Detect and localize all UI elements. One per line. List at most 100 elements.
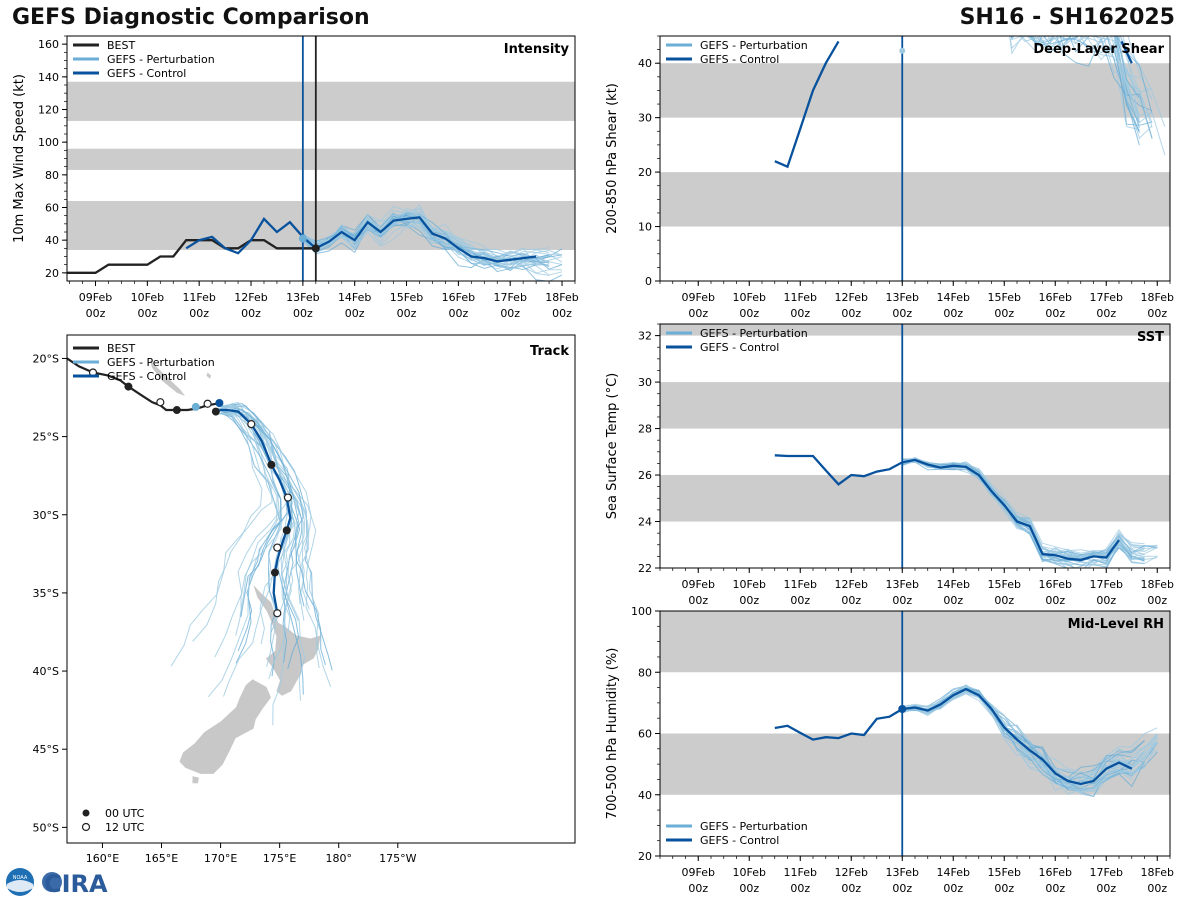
control-track-00utc-marker (270, 568, 279, 577)
intensity-xtick-sublabel: 00z (397, 307, 417, 320)
track-ytick-label: 20°S (33, 352, 59, 365)
intensity-ytick-label: 80 (45, 169, 59, 182)
track-perturbation-line (222, 406, 278, 617)
rh-category-band (660, 733, 1170, 795)
cira-logo-text: CIRA (44, 870, 108, 898)
sst-xtick-label: 17Feb (1090, 578, 1123, 591)
track-ytick-label: 40°S (33, 665, 59, 678)
shear-perturbation-line (1119, 36, 1153, 94)
intensity-legend-label: GEFS - Perturbation (107, 53, 215, 66)
rh-panel-title: Mid-Level RH (1068, 617, 1164, 632)
shear-ylabel: 200-850 hPa Shear (kt) (605, 83, 620, 234)
control-track-init-marker (215, 398, 224, 407)
intensity-control-line (185, 216, 537, 263)
shear-plot-area (660, 36, 1170, 227)
shear-xtick-label: 11Feb (784, 291, 817, 304)
sst-xtick-sublabel: 00z (688, 594, 708, 607)
track-xtick-label: 160°E (86, 852, 119, 865)
rh-xtick-sublabel: 00z (790, 882, 810, 895)
track-perturbation-line (224, 407, 305, 607)
track-perturbation-line (214, 413, 296, 633)
intensity-xtick-sublabel: 00z (345, 307, 365, 320)
best-track-00utc-marker (124, 382, 133, 391)
sst-ytick-label: 22 (638, 562, 652, 575)
intensity-xtick-label: 18Feb (545, 291, 578, 304)
rh-xtick-sublabel: 00z (841, 882, 861, 895)
shear-category-band (660, 172, 1170, 227)
rh-ylabel: 700-500 hPa Humidity (%) (605, 648, 620, 820)
sst-xtick-label: 09Feb (682, 578, 715, 591)
legend-00utc-label: 00 UTC (105, 807, 145, 820)
sst-perturbation-line (902, 459, 1145, 560)
intensity-ytick-label: 60 (45, 202, 59, 215)
intensity-xtick-sublabel: 00z (500, 307, 520, 320)
rh-xtick-label: 15Feb (988, 866, 1021, 879)
rh-xtick-label: 16Feb (1039, 866, 1072, 879)
intensity-xtick-label: 15Feb (390, 291, 423, 304)
track-perturbation-line (222, 413, 309, 726)
intensity-xtick-label: 09Feb (79, 291, 112, 304)
intensity-ylabel: 10m Max Wind Speed (kt) (12, 74, 27, 243)
shear-xtick-label: 09Feb (682, 291, 715, 304)
sst-ytick-label: 32 (638, 330, 652, 343)
track-perturbation-line (214, 407, 320, 668)
track-perturbation-line (223, 411, 293, 697)
best-track-00utc-marker (172, 406, 181, 415)
shear-xtick-sublabel: 00z (739, 307, 759, 320)
shear-xtick-label: 12Feb (835, 291, 868, 304)
track-xtick-label: 175°E (263, 852, 296, 865)
sst-control-line (774, 454, 1120, 562)
sst-panel-title: SST (1137, 330, 1164, 345)
sst-ytick-label: 26 (638, 469, 652, 482)
rh-xtick-label: 09Feb (682, 866, 715, 879)
intensity-ytick-label: 40 (45, 234, 59, 247)
control-track-12utc-marker (273, 543, 282, 552)
best-track-00utc-marker (211, 407, 220, 416)
sst-xtick-label: 13Feb (886, 578, 919, 591)
track-ytick-label: 50°S (33, 821, 59, 834)
intensity-xtick-label: 14Feb (338, 291, 371, 304)
noaa-logo-text: NOAA (13, 875, 28, 881)
intensity-xtick-label: 13Feb (286, 291, 319, 304)
sst-ylabel: Sea Surface Temp (°C) (605, 373, 620, 520)
sst-xtick-sublabel: 00z (1147, 594, 1167, 607)
track-perturbation-line (220, 412, 282, 617)
sst-xtick-label: 12Feb (835, 578, 868, 591)
shear-init-marker (899, 47, 906, 54)
legend-12utc-marker (81, 822, 91, 832)
intensity-xtick-sublabel: 00z (293, 307, 313, 320)
shear-perturbation-line (1085, 36, 1140, 116)
shear-xtick-sublabel: 00z (1096, 307, 1116, 320)
rh-xtick-sublabel: 00z (1045, 882, 1065, 895)
rh-xtick-label: 10Feb (733, 866, 766, 879)
rh-xtick-sublabel: 00z (1096, 882, 1116, 895)
sst-plot-area (660, 324, 1170, 568)
rh-ytick-label: 60 (638, 728, 652, 741)
shear-xtick-sublabel: 00z (994, 307, 1014, 320)
shear-category-band (660, 63, 1170, 118)
shear-xtick-label: 15Feb (988, 291, 1021, 304)
rh-xtick-sublabel: 00z (688, 882, 708, 895)
intensity-perturbation-line (302, 215, 550, 262)
rh-xtick-sublabel: 00z (739, 882, 759, 895)
sst-axes-frame (659, 323, 1171, 569)
sst-xtick-label: 11Feb (784, 578, 817, 591)
track-perturbation-line (223, 409, 293, 645)
shear-xtick-sublabel: 00z (1045, 307, 1065, 320)
sst-category-band (660, 324, 1170, 336)
intensity-panel-title: Intensity (504, 42, 570, 57)
figure-title: GEFS Diagnostic Comparison (12, 5, 370, 30)
control-track-12utc-marker (247, 419, 256, 429)
shear-ytick-label: 40 (638, 57, 652, 70)
control-track-00utc-marker (267, 460, 276, 469)
rh-ytick-label: 100 (631, 605, 652, 618)
rh-plot-area (660, 611, 1170, 798)
shear-perturbation-line (1026, 36, 1153, 116)
track-xtick-label: 170°E (204, 852, 237, 865)
rh-xtick-label: 12Feb (835, 866, 868, 879)
intensity-ytick-label: 20 (45, 267, 59, 280)
intensity-best-marker (311, 244, 320, 253)
shear-legend-label: GEFS - Perturbation (700, 39, 808, 52)
track-legend-label: GEFS - Control (107, 370, 186, 383)
best-track-12utc-marker (156, 398, 165, 407)
